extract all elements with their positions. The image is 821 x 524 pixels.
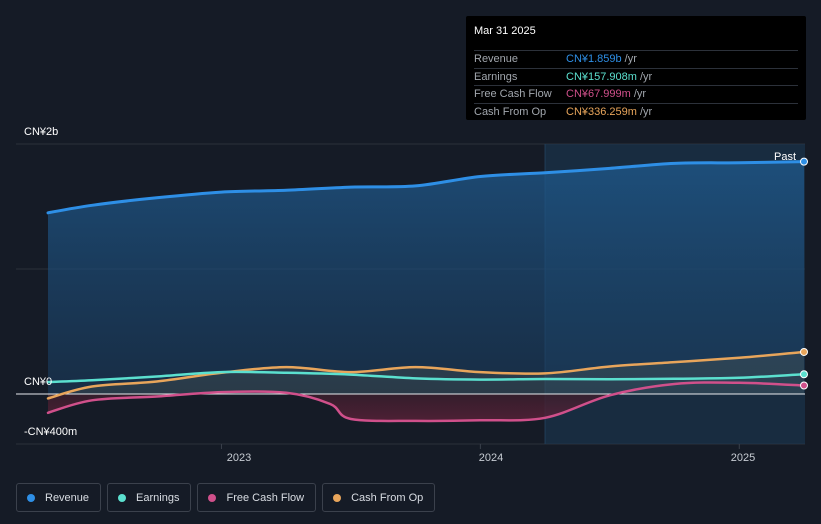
tooltip-label: Cash From Op [474,105,547,118]
tooltip-value: CN¥1.859b [566,53,622,65]
revenue-end-point [800,157,808,166]
free-cash-flow-negative-area [48,393,804,421]
earnings-line [46,370,806,384]
tooltip-value: CN¥67.999m [566,88,631,100]
y-axis-label-bottom: -CN¥400m [24,426,78,438]
legend-item-cash-from-op[interactable]: Cash From Op [322,483,436,512]
tooltip-value: CN¥336.259m [566,105,637,118]
legend-item-revenue[interactable]: Revenue [16,483,102,512]
y-axis-label-zero: CN¥0 [24,376,53,388]
tooltip-unit: /yr [624,53,637,65]
legend-dot-icon [118,493,127,502]
free-cash-flow-line [46,381,806,423]
revenue-area [48,161,804,394]
cash-from-op-area [48,352,804,399]
x-tick-label-2024: 2024 [478,452,504,464]
cash-from-op-end-point [800,347,808,356]
tooltip-value: CN¥157.908m [566,70,637,83]
legend-label: Revenue [45,491,90,504]
tooltip-row-cash-from-op: Cash From Op CN¥336.259m /yr [474,102,798,121]
tooltip-label: Revenue [474,53,519,65]
tooltip-unit: /yr [639,105,653,118]
legend-item-earnings[interactable]: Earnings [107,483,192,512]
legend-dot-icon [27,493,35,502]
x-tick-label-2025: 2025 [730,452,756,464]
legend-dot-icon [208,493,217,502]
tooltip-label: Earnings [474,70,518,83]
chart-legend: Revenue Earnings Free Cash Flow Cash Fro… [16,483,436,512]
legend-label: Earnings [136,491,180,504]
cash-from-op-line [46,350,806,400]
past-label: Past [774,151,797,163]
legend-item-free-cash-flow[interactable]: Free Cash Flow [197,483,317,512]
tooltip-unit: /yr [633,88,647,100]
x-tick-label-2023: 2023 [226,452,252,464]
y-axis-label-top: CN¥2b [24,126,59,138]
tooltip-unit: /yr [639,70,653,83]
tooltip-row-earnings: Earnings CN¥157.908m /yr [474,67,798,86]
tooltip-label: Free Cash Flow [474,88,552,100]
tooltip-row-free-cash-flow: Free Cash Flow CN¥67.999m /yr [474,85,798,103]
revenue-line [46,160,806,215]
tooltip-row-revenue: Revenue CN¥1.859b /yr [474,50,798,68]
legend-dot-icon [333,493,342,502]
free-cash-flow-end-point [800,381,808,390]
earnings-end-point [800,370,808,379]
tooltip-date: Mar 31 2025 [474,25,536,37]
data-tooltip: Mar 31 2025 Revenue CN¥1.859b /yr Earnin… [466,16,806,120]
legend-label: Free Cash Flow [226,491,305,504]
legend-label: Cash From Op [351,491,424,504]
